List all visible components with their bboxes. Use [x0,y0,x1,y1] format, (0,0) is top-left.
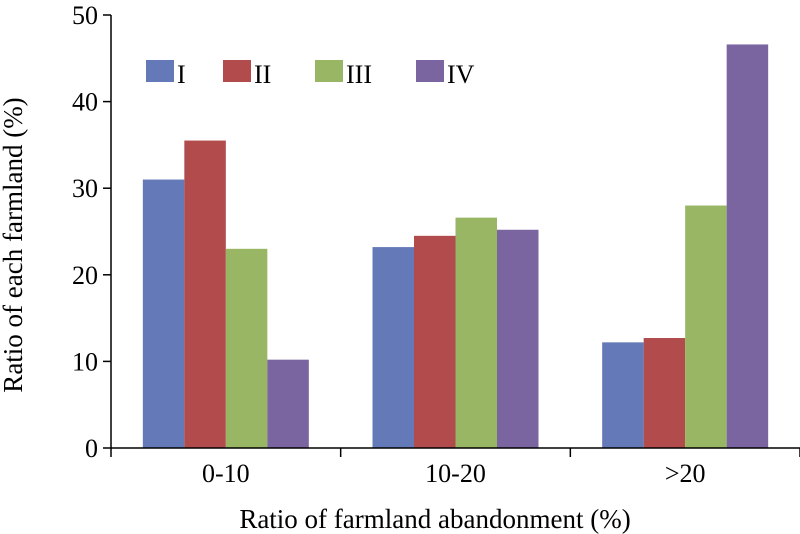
y-axis-title: Ratio of each farmland (%) [0,97,28,392]
bar-2-3 [643,338,686,448]
y-tick-label-6: 50 [72,1,98,30]
legend-swatch-1 [146,60,174,82]
bar-3-1 [225,248,268,448]
bar-3-2 [455,217,497,448]
y-tick-label-1: 0 [85,434,98,463]
legend-swatch-4 [416,60,444,82]
bar-4-2 [497,229,539,448]
legend-label-1: I [177,60,186,89]
legend-swatch-2 [223,60,251,82]
bar-2-2 [414,235,456,448]
legend: I II III IV [146,60,475,89]
bar-4-1 [267,359,309,448]
bar-3-3 [685,205,727,448]
legend-swatch-3 [315,60,343,82]
x-tick-label-2: 10-20 [425,459,486,488]
axes-layer: 0 10 20 30 40 50 0-10 10-20 >20 [72,1,800,488]
y-tick-label-3: 20 [72,261,98,290]
y-tick-label-5: 40 [72,88,98,117]
legend-label-2: II [254,60,271,89]
legend-label-3: III [346,60,372,89]
y-tick-label-4: 30 [72,174,98,203]
bar-2-1 [184,140,226,448]
bar-1-1 [142,179,185,449]
bar-1-3 [602,342,644,448]
x-tick-label-3: >20 [665,459,706,488]
bars-layer [142,44,769,449]
bar-1-2 [372,247,414,448]
x-axis-title: Ratio of farmland abandonment (%) [239,504,630,534]
x-tick-label-1: 0-10 [202,459,250,488]
bar-4-3 [726,44,769,448]
legend-label-4: IV [447,60,475,89]
y-tick-label-2: 10 [72,347,98,376]
